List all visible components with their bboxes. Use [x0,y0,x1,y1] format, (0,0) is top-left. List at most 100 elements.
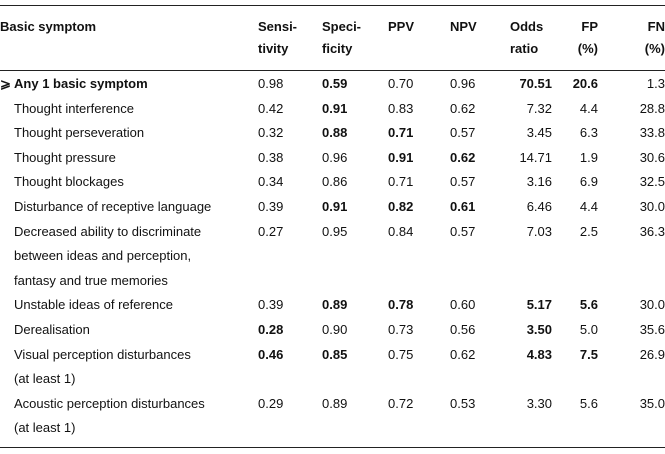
column-header-line: NPV [450,19,477,34]
symptom-label-line: Thought pressure [14,149,116,165]
symptom-label-line: Unstable ideas of reference [14,297,173,313]
cell-ppv: 0.71 [388,174,414,190]
column-header-npv: NPV [450,12,510,72]
cell-specificity: 0.59 [322,76,348,91]
cell-npv: 0.57 [450,174,476,190]
column-header-line: Basic symptom [0,19,97,34]
symptom-label-line: Thought perseveration [14,125,145,141]
header-row: Basic symptom Sensi-tivity Speci-ficity PPV… [0,12,665,72]
symptom-label-line: ⩾ Any 1 basic symptom [0,76,148,91]
cell-specificity: 0.88 [322,125,348,141]
cell-ppv: 0.83 [388,100,414,116]
symptom-label-line: Derealisation [14,321,90,337]
column-header-line: (%) [644,41,665,56]
cell-fn: 28.8 [639,100,665,116]
symptom-label-line: (at least 1) [14,371,76,387]
cell-fn: 36.3 [639,223,665,239]
symptom-label-line: Thought blockages [14,174,124,190]
cell-npv: 0.53 [450,395,476,411]
symptom-label: Visual perception disturbances (at least … [0,343,258,392]
cell-specificity: 0.91 [322,198,348,214]
symptom-label-line: (at least 1) [14,420,76,436]
column-header-basic-symptom: Basic symptom [0,12,258,72]
top-rule [0,5,665,6]
table-row: Visual perception disturbances (at least … [0,343,665,392]
symptom-label: Thought blockages [0,170,258,195]
symptom-label-line: Visual perception disturbances [14,346,191,362]
cell-sensitivity: 0.27 [258,223,284,239]
cell-odds-ratio: 70.51 [519,76,552,91]
column-header-line: ratio [510,41,539,56]
symptom-label-line: Decreased ability to discriminate [14,223,202,239]
cell-specificity: 0.85 [322,346,348,362]
column-header-fn: FN (%) [598,12,665,72]
cell-ppv: 0.70 [388,76,414,91]
column-header-odds-ratio: Odds ratio [510,12,560,72]
cell-fp: 7.5 [579,346,598,362]
symptom-label: Thought perseveration [0,121,258,146]
symptom-label: Thought pressure [0,146,258,171]
cell-sensitivity: 0.34 [258,174,284,190]
cell-fn: 35.6 [639,321,665,337]
cell-odds-ratio: 3.50 [526,321,552,337]
cell-odds-ratio: 3.16 [526,174,552,190]
cell-sensitivity: 0.39 [258,198,284,214]
table-row: Thought blockages 0.34 0.86 0.71 0.57 3.16 6.9… [0,170,665,195]
symptom-label-line: fantasy and true memories [14,272,168,288]
cell-sensitivity: 0.39 [258,297,284,313]
cell-npv: 0.62 [450,149,476,165]
table-row: Thought interference 0.42 0.91 0.83 0.62 7.32… [0,97,665,122]
column-header-line: (%) [577,41,598,56]
cell-fp: 5.0 [579,321,598,337]
header-rule [0,70,665,71]
cell-npv: 0.56 [450,321,476,337]
column-header-line: tivity [258,41,289,56]
column-header-fp: FP (%) [560,12,598,72]
cell-specificity: 0.89 [322,297,348,313]
cell-fp: 4.4 [579,198,598,214]
column-header-specificity: Speci-ficity [322,12,388,72]
cell-fp: 20.6 [572,76,598,91]
table-row: Disturbance of receptive language 0.39 0.9… [0,195,665,220]
cell-odds-ratio: 14.71 [519,149,552,165]
cell-odds-ratio: 7.03 [526,223,552,239]
symptom-label-line: Disturbance of receptive language [14,198,212,214]
symptom-label-line: Thought interference [14,100,134,116]
cell-fp: 5.6 [579,395,598,411]
column-header-line: FN [647,19,665,34]
cell-sensitivity: 0.98 [258,76,284,91]
table-row: Thought perseveration 0.32 0.88 0.71 0.57 3.4… [0,121,665,146]
column-header-ppv: PPV [388,12,450,72]
table-row: ⩾ Any 1 basic symptom 0.98 0.59 0.70 0.96 70.… [0,72,665,97]
cell-fp: 6.9 [579,174,598,190]
cell-ppv: 0.82 [388,198,414,214]
cell-odds-ratio: 5.17 [526,297,552,313]
cell-odds-ratio: 7.32 [526,100,552,116]
cell-sensitivity: 0.38 [258,149,284,165]
cell-fp: 4.4 [579,100,598,116]
symptom-label: Disturbance of receptive language [0,195,258,220]
cell-sensitivity: 0.46 [258,346,284,362]
cell-fp: 1.9 [579,149,598,165]
cell-fn: 32.5 [639,174,665,190]
cell-npv: 0.61 [450,198,476,214]
table-row: Unstable ideas of reference 0.39 0.89 0.78 0… [0,293,665,318]
symptom-label: Unstable ideas of reference [0,293,258,318]
table-row: Acoustic perception disturbances (at leas… [0,392,665,441]
column-header-line: ficity [322,41,353,56]
cell-odds-ratio: 4.83 [526,346,552,362]
basic-symptom-table: Basic symptom Sensi-tivity Speci-ficity PPV… [0,12,665,441]
cell-npv: 0.62 [450,100,476,116]
cell-ppv: 0.91 [388,149,414,165]
cell-npv: 0.57 [450,125,476,141]
cell-odds-ratio: 3.45 [526,125,552,141]
column-header-line: FP [581,19,598,34]
cell-specificity: 0.89 [322,395,348,411]
cell-sensitivity: 0.29 [258,395,284,411]
cell-specificity: 0.91 [322,100,348,116]
symptom-label-line: between ideas and perception, [14,248,192,264]
cell-specificity: 0.95 [322,223,348,239]
cell-fn: 30.0 [639,198,665,214]
cell-ppv: 0.84 [388,223,414,239]
cell-odds-ratio: 3.30 [526,395,552,411]
